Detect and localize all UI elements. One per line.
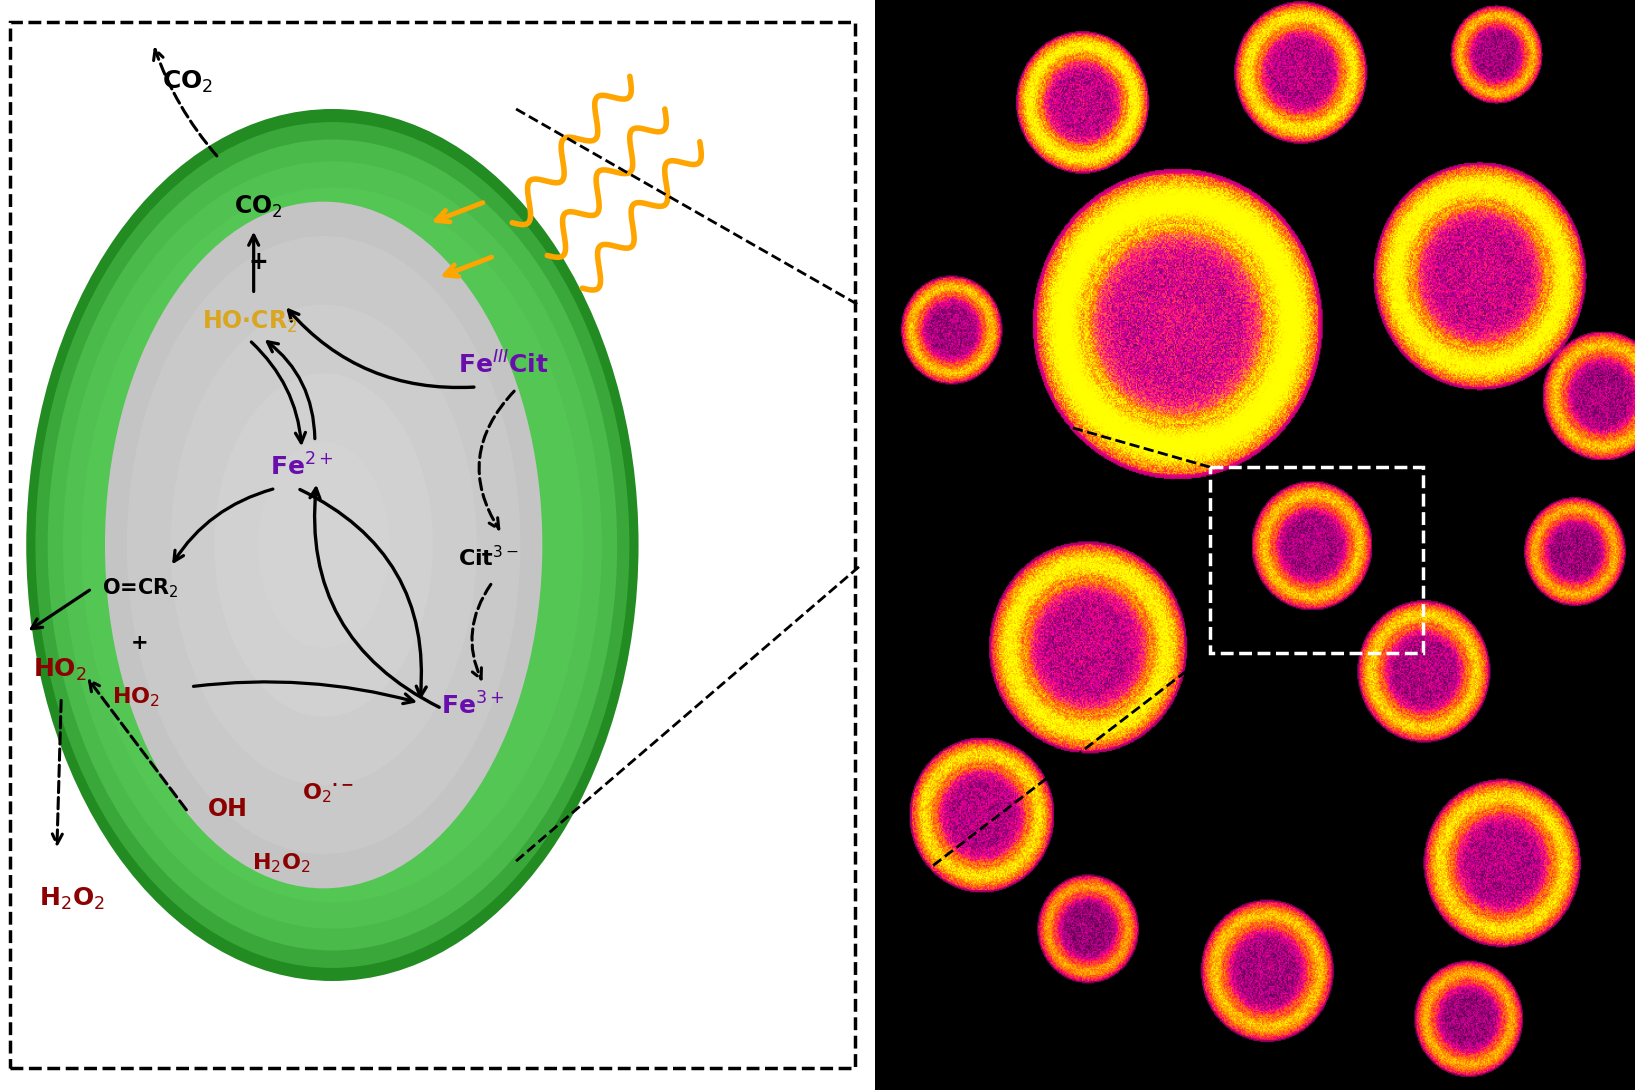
Text: +: +	[249, 250, 268, 274]
Text: +: +	[131, 633, 149, 653]
Text: Fe$^{III}$Cit: Fe$^{III}$Cit	[458, 352, 548, 378]
Ellipse shape	[26, 109, 639, 981]
Text: OH: OH	[208, 797, 247, 821]
Text: HO$_2$: HO$_2$	[33, 657, 87, 683]
Text: HO$\mathbf{\cdot}$CR$_2$: HO$\mathbf{\cdot}$CR$_2$	[201, 308, 298, 335]
Ellipse shape	[36, 122, 629, 968]
Bar	[1210, 468, 1422, 653]
Ellipse shape	[47, 140, 616, 950]
Ellipse shape	[82, 187, 584, 903]
Text: CO$_2$: CO$_2$	[162, 69, 214, 95]
Ellipse shape	[105, 202, 543, 888]
Text: H$_2$O$_2$: H$_2$O$_2$	[39, 886, 105, 912]
Text: O=CR$_2$: O=CR$_2$	[101, 577, 178, 601]
Ellipse shape	[64, 161, 602, 929]
Ellipse shape	[214, 373, 433, 717]
Text: O$_2$$^{\mathbf{\cdot-}}$: O$_2$$^{\mathbf{\cdot-}}$	[302, 782, 355, 806]
Ellipse shape	[258, 443, 389, 647]
Ellipse shape	[170, 304, 477, 785]
Text: CO$_2$: CO$_2$	[234, 194, 283, 220]
Text: H$_2$O$_2$: H$_2$O$_2$	[252, 851, 311, 875]
Text: HO$_2$: HO$_2$	[111, 686, 160, 710]
Text: Fe$^{2+}$: Fe$^{2+}$	[270, 453, 334, 480]
Ellipse shape	[128, 235, 520, 855]
Text: Fe$^{3+}$: Fe$^{3+}$	[440, 693, 504, 719]
Text: Cit$^{3-}$: Cit$^{3-}$	[458, 545, 518, 571]
